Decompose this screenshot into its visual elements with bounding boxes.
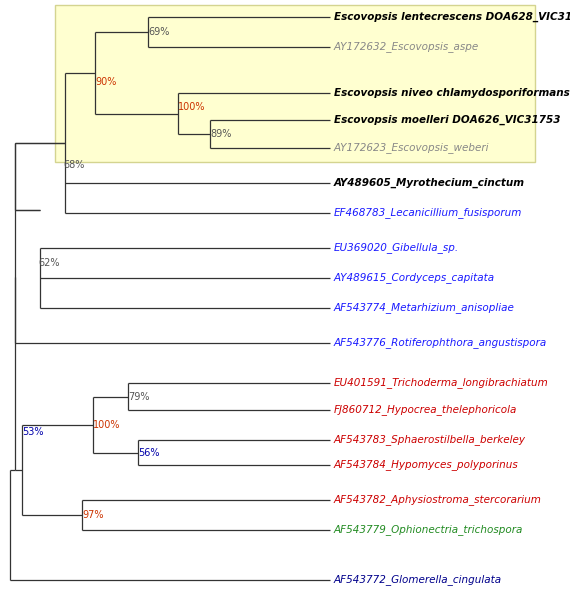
Text: AF543774_Metarhizium_anisopliae: AF543774_Metarhizium_anisopliae xyxy=(334,302,515,313)
Text: EU401591_Trichoderma_longibrachiatum: EU401591_Trichoderma_longibrachiatum xyxy=(334,378,549,389)
Text: 89%: 89% xyxy=(210,129,231,139)
Text: Escovopsis lentecrescens DOA628_VIC31755: Escovopsis lentecrescens DOA628_VIC31755 xyxy=(334,12,570,22)
Text: AY489615_Cordyceps_capitata: AY489615_Cordyceps_capitata xyxy=(334,273,495,284)
Text: 79%: 79% xyxy=(128,392,149,402)
Text: AF543776_Rotiferophthora_angustispora: AF543776_Rotiferophthora_angustispora xyxy=(334,337,547,348)
Text: FJ860712_Hypocrea_thelephoricola: FJ860712_Hypocrea_thelephoricola xyxy=(334,404,518,415)
Text: 53%: 53% xyxy=(22,427,43,437)
Text: 62%: 62% xyxy=(38,258,59,268)
Text: AF543782_Aphysiostroma_stercorarium: AF543782_Aphysiostroma_stercorarium xyxy=(334,494,542,505)
Text: AF543783_Sphaerostilbella_berkeley: AF543783_Sphaerostilbella_berkeley xyxy=(334,434,526,445)
Text: 69%: 69% xyxy=(148,27,169,37)
Text: EU369020_Gibellula_sp.: EU369020_Gibellula_sp. xyxy=(334,243,459,254)
Text: Escovopsis moelleri DOA626_VIC31753: Escovopsis moelleri DOA626_VIC31753 xyxy=(334,115,560,125)
Text: AY489605_Myrothecium_cinctum: AY489605_Myrothecium_cinctum xyxy=(334,178,525,188)
Text: AF543772_Glomerella_cingulata: AF543772_Glomerella_cingulata xyxy=(334,574,502,585)
Text: 100%: 100% xyxy=(178,102,206,112)
Text: AF543779_Ophionectria_trichospora: AF543779_Ophionectria_trichospora xyxy=(334,525,523,535)
Text: AY172632_Escovopsis_aspe: AY172632_Escovopsis_aspe xyxy=(334,42,479,53)
Text: 56%: 56% xyxy=(138,448,160,458)
Text: Escovopsis niveo chlamydosporiformans DOA_: Escovopsis niveo chlamydosporiformans DO… xyxy=(334,88,570,98)
Text: AF543784_Hypomyces_polyporinus: AF543784_Hypomyces_polyporinus xyxy=(334,459,519,470)
Text: AY172623_Escovopsis_weberi: AY172623_Escovopsis_weberi xyxy=(334,142,490,153)
FancyBboxPatch shape xyxy=(55,5,535,162)
Text: EF468783_Lecanicillium_fusisporum: EF468783_Lecanicillium_fusisporum xyxy=(334,208,522,219)
Text: 68%: 68% xyxy=(63,160,84,170)
Text: 97%: 97% xyxy=(82,510,104,520)
Text: 90%: 90% xyxy=(95,77,116,87)
Text: 100%: 100% xyxy=(93,420,120,430)
